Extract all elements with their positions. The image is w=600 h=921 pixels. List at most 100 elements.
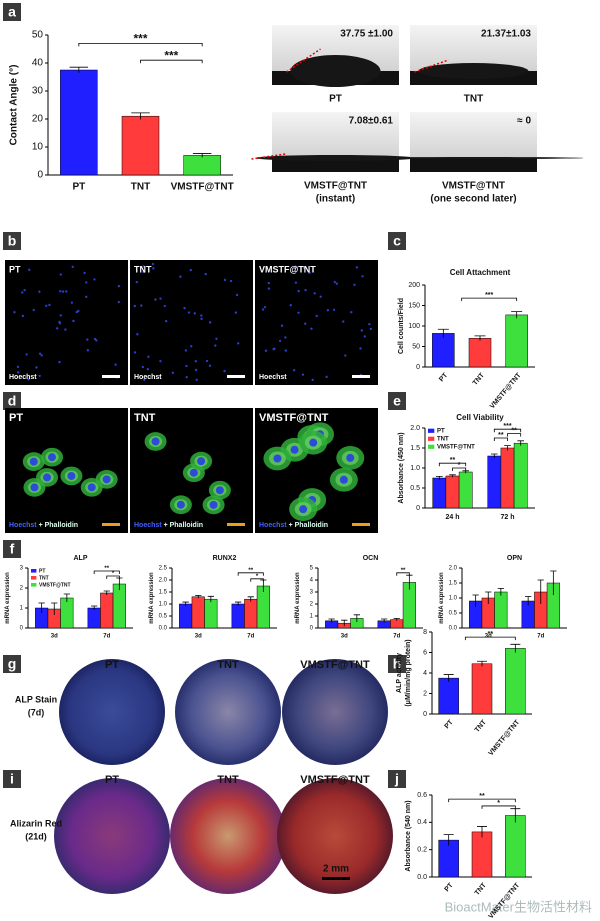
legend-label: VMSTF@TNT: [39, 582, 71, 588]
nucleus: [360, 329, 364, 332]
panel-label: f: [10, 541, 15, 557]
y-tick-label: 0.4: [417, 819, 427, 826]
x-tick-label: PT: [443, 881, 455, 893]
nucleus: [67, 471, 76, 480]
nucleus: [183, 306, 186, 310]
y-tick-label: 50: [412, 343, 420, 350]
x-tick-label: 7d: [393, 634, 400, 640]
error-bar: [511, 311, 523, 319]
error-bar: [131, 112, 150, 120]
bar: [513, 442, 528, 509]
nucleus: [208, 364, 212, 367]
nucleus: [171, 371, 175, 375]
nucleus: [114, 363, 117, 366]
legend-swatch: [31, 569, 37, 573]
significance-bracket: [481, 805, 516, 809]
x-tick-label: TNT: [474, 718, 489, 733]
legend-label: TNT: [39, 575, 49, 581]
nucleus: [200, 317, 203, 321]
nucleus: [339, 475, 348, 484]
nucleus: [215, 337, 218, 340]
nucleus: [289, 304, 292, 307]
nucleus: [267, 281, 270, 285]
bar: [471, 831, 493, 878]
bar: [438, 839, 459, 878]
error-bar: [247, 596, 254, 602]
nucleus: [342, 320, 345, 323]
nucleus: [142, 265, 145, 268]
legend-swatch: [31, 576, 37, 580]
nucleus: [136, 333, 139, 336]
error-bar: [437, 328, 449, 338]
nucleus: [200, 314, 203, 317]
nucleus: [208, 321, 212, 324]
nucleus: [189, 268, 193, 272]
nucleus: [117, 284, 121, 288]
substrate: [272, 158, 399, 172]
panel-label-box: [3, 392, 21, 410]
nucleus: [311, 378, 314, 382]
panel-label: i: [10, 771, 14, 787]
panel-label: d: [8, 393, 17, 409]
nucleus: [350, 311, 353, 314]
error-bar: [195, 594, 202, 599]
nucleus: [273, 454, 282, 463]
y-tick-label: 150: [408, 302, 420, 309]
x-tick-label: 3d: [51, 634, 58, 640]
nucleus: [229, 279, 233, 283]
error-bar: [510, 643, 521, 653]
x-tick-label: TNT: [472, 371, 487, 386]
x-tick-label: 7d: [247, 634, 254, 640]
nucleus: [48, 453, 57, 462]
nucleus: [194, 368, 198, 372]
nucleus: [209, 500, 218, 509]
x-tick-label: PT: [438, 371, 450, 383]
nucleus: [290, 445, 299, 454]
nucleus: [56, 327, 59, 330]
nucleus: [151, 437, 160, 446]
nucleus: [72, 319, 75, 323]
angle-line: [251, 153, 286, 160]
angle-value: 37.75 ±1.00: [340, 29, 393, 40]
nucleus: [264, 349, 268, 352]
y-axis-label: mRNA expression: [5, 572, 11, 624]
nucleus: [163, 304, 167, 308]
stain-well: [54, 778, 170, 894]
scale-bar: [322, 877, 350, 880]
nucleus: [86, 349, 90, 352]
nucleus: [32, 308, 35, 312]
error-bar: [436, 476, 443, 480]
y-axis-label: mRNA expression: [149, 572, 155, 624]
nucleus: [197, 457, 206, 466]
bar: [505, 648, 526, 715]
nucleus: [64, 328, 67, 331]
y-tick-label: 1.5: [410, 445, 420, 452]
error-bar: [443, 834, 454, 846]
y-tick-label: 1.5: [449, 581, 458, 587]
image-title: VMSTF@TNT: [259, 264, 316, 274]
stain-label-2: + Phalloidin: [287, 522, 328, 529]
error-bar: [38, 602, 45, 613]
bar: [256, 585, 270, 629]
panel-label: b: [8, 233, 17, 249]
bar: [191, 596, 205, 629]
droplet: [290, 55, 381, 87]
bar: [244, 598, 258, 629]
significance-bracket: [507, 433, 522, 437]
nucleus: [164, 319, 168, 323]
panel-label-box: [3, 232, 21, 250]
legend-swatch: [428, 436, 435, 441]
row-label: (7d): [28, 707, 45, 717]
fluorescence-image: [130, 260, 253, 385]
significance-bracket: [140, 59, 203, 64]
significance: **: [248, 568, 253, 574]
nucleus: [21, 314, 25, 318]
y-tick-label: 0.0: [449, 626, 458, 632]
y-tick-label: 2.0: [449, 566, 458, 572]
error-bar: [353, 614, 360, 622]
nucleus: [309, 438, 318, 447]
error-bar: [485, 591, 492, 604]
error-bar: [477, 660, 487, 667]
stain-label: Hoechst + Phalloidin: [134, 522, 203, 529]
image-title: VMSTF@TNT: [300, 659, 370, 671]
